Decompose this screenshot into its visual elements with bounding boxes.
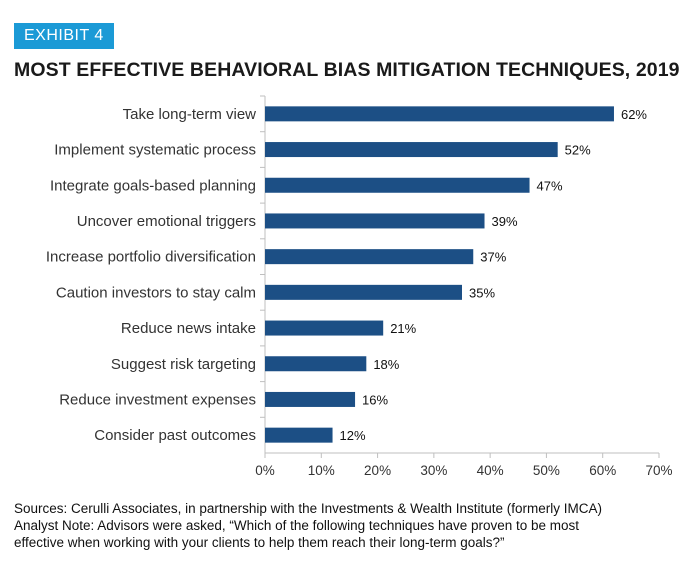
value-label: 35% — [469, 285, 495, 300]
value-label: 47% — [537, 178, 563, 193]
x-tick-label: 60% — [589, 463, 616, 478]
analyst-note-line-1: Analyst Note: Advisors were asked, “Whic… — [14, 518, 580, 533]
bar — [265, 177, 530, 193]
bar — [265, 249, 474, 265]
bar — [265, 356, 367, 372]
source-notes: Sources: Cerulli Associates, in partners… — [14, 500, 694, 551]
x-tick-label: 0% — [255, 463, 275, 478]
sources-text: Sources: Cerulli Associates, in partners… — [14, 501, 602, 516]
bar — [265, 391, 356, 407]
value-label: 37% — [480, 250, 506, 265]
value-label: 52% — [565, 143, 591, 158]
bar — [265, 284, 462, 300]
x-tick-label: 30% — [420, 463, 447, 478]
bar — [265, 106, 614, 122]
category-label: Increase portfolio diversification — [46, 249, 256, 266]
bar — [265, 320, 384, 336]
analyst-note-line-2: effective when working with your clients… — [14, 535, 505, 550]
category-label: Caution investors to stay calm — [56, 284, 256, 301]
category-label: Suggest risk targeting — [111, 356, 256, 373]
value-label: 16% — [362, 392, 388, 407]
value-label: 21% — [390, 321, 416, 336]
value-label: 62% — [621, 107, 647, 122]
x-tick-label: 50% — [533, 463, 560, 478]
bar — [265, 427, 333, 443]
bar — [265, 213, 485, 229]
category-label: Integrate goals-based planning — [50, 177, 256, 194]
chart-title: MOST EFFECTIVE BEHAVIORAL BIAS MITIGATIO… — [14, 59, 680, 81]
value-label: 39% — [492, 214, 518, 229]
exhibit-badge: EXHIBIT 4 — [14, 23, 114, 49]
category-label: Reduce investment expenses — [59, 391, 256, 408]
x-tick-label: 20% — [364, 463, 391, 478]
bar — [265, 142, 558, 158]
x-tick-label: 70% — [645, 463, 672, 478]
value-label: 12% — [340, 428, 366, 443]
category-label: Reduce news intake — [121, 320, 256, 337]
category-label: Consider past outcomes — [94, 427, 256, 444]
x-tick-label: 10% — [308, 463, 335, 478]
category-label: Uncover emotional triggers — [77, 213, 256, 230]
category-label: Implement systematic process — [54, 142, 256, 159]
value-label: 18% — [373, 357, 399, 372]
x-tick-label: 40% — [477, 463, 504, 478]
category-label: Take long-term view — [123, 106, 257, 123]
